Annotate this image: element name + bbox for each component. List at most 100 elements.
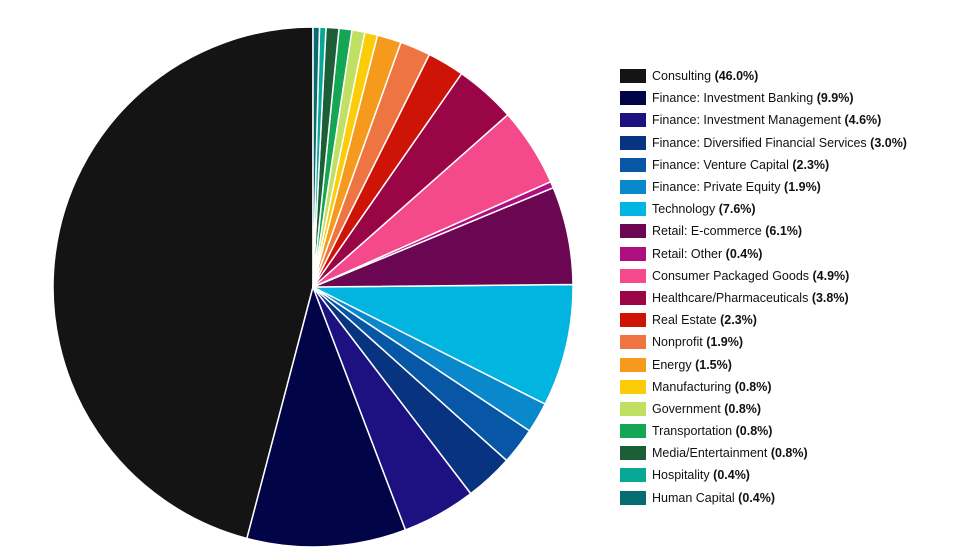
legend-label-name: Transportation	[652, 424, 733, 439]
legend-label-percent: (0.8%)	[770, 446, 808, 461]
legend-swatch	[620, 335, 646, 350]
legend-label: Consulting (46.0%)	[652, 69, 758, 83]
legend-label-percent: (2.3%)	[792, 157, 830, 172]
legend-swatch	[620, 135, 646, 150]
legend-swatch	[620, 180, 646, 195]
legend-label-percent: (0.8%)	[734, 379, 772, 394]
legend-item: Hospitality (0.4%)	[620, 464, 907, 486]
legend-label-name: Retail: E-commerce	[652, 224, 762, 239]
legend-label-percent: (7.6%)	[718, 202, 756, 217]
legend-label-name: Finance: Diversified Financial Services	[652, 135, 867, 150]
legend-label-percent: (1.9%)	[706, 335, 744, 350]
legend-label-percent: (3.8%)	[811, 290, 849, 305]
legend-item: Retail: E-commerce (6.1%)	[620, 220, 907, 242]
legend-label-name: Human Capital	[652, 490, 735, 505]
legend-label-percent: (0.4%)	[738, 490, 775, 505]
legend: Consulting (46.0%) Finance: Investment Ba…	[620, 65, 907, 509]
legend-label: Finance: Venture Capital (2.3%)	[652, 158, 829, 172]
legend-label-percent: (4.9%)	[812, 268, 850, 283]
legend-swatch	[620, 446, 646, 461]
legend-label-name: Government	[652, 401, 721, 416]
legend-label-name: Finance: Investment Banking	[652, 91, 814, 106]
legend-swatch	[620, 224, 646, 239]
legend-item: Consumer Packaged Goods (4.9%)	[620, 265, 907, 287]
legend-label-name: Media/Entertainment	[652, 446, 768, 461]
legend-swatch	[620, 246, 646, 261]
legend-label: Consumer Packaged Goods (4.9%)	[652, 269, 849, 283]
legend-item: Nonprofit (1.9%)	[620, 331, 907, 353]
legend-label: Nonprofit (1.9%)	[652, 335, 743, 349]
legend-swatch	[620, 69, 646, 84]
legend-item: Media/Entertainment (0.8%)	[620, 442, 907, 464]
legend-label: Transportation (0.8%)	[652, 424, 772, 438]
legend-label: Finance: Private Equity (1.9%)	[652, 180, 821, 194]
legend-label-percent: (1.9%)	[784, 180, 821, 195]
legend-label-percent: (3.0%)	[870, 135, 907, 150]
legend-label-percent: (9.9%)	[816, 91, 854, 106]
pie-slice-consulting	[52, 26, 314, 540]
legend-label: Retail: Other (0.4%)	[652, 247, 762, 261]
legend-item: Finance: Private Equity (1.9%)	[620, 176, 907, 198]
legend-label-percent: (4.6%)	[844, 113, 882, 128]
legend-label: Finance: Investment Banking (9.9%)	[652, 91, 854, 105]
legend-label: Real Estate (2.3%)	[652, 313, 757, 327]
legend-swatch	[620, 424, 646, 439]
legend-label-percent: (0.4%)	[713, 468, 750, 483]
legend-swatch	[620, 113, 646, 128]
legend-item: Finance: Investment Banking (9.9%)	[620, 87, 907, 109]
legend-label-percent: (46.0%)	[714, 69, 759, 84]
legend-label: Manufacturing (0.8%)	[652, 380, 772, 394]
legend-label-percent: (0.8%)	[724, 401, 762, 416]
legend-swatch	[620, 290, 646, 305]
legend-label-name: Retail: Other	[652, 246, 723, 261]
legend-label-name: Finance: Venture Capital	[652, 157, 789, 172]
legend-swatch	[620, 202, 646, 217]
pie-slice-finance-investment-banking	[246, 286, 407, 548]
legend-label-percent: (0.4%)	[725, 246, 763, 261]
legend-label: Retail: E-commerce (6.1%)	[652, 224, 802, 238]
legend-label-percent: (1.5%)	[695, 357, 732, 372]
legend-label: Technology (7.6%)	[652, 202, 756, 216]
legend-label-name: Technology	[652, 202, 716, 217]
legend-item: Technology (7.6%)	[620, 198, 907, 220]
legend-label-name: Consumer Packaged Goods	[652, 268, 810, 283]
legend-swatch	[620, 268, 646, 283]
legend-label: Hospitality (0.4%)	[652, 468, 750, 482]
legend-label: Human Capital (0.4%)	[652, 491, 775, 505]
legend-label-name: Real Estate	[652, 313, 717, 328]
legend-item: Finance: Venture Capital (2.3%)	[620, 154, 907, 176]
legend-label: Media/Entertainment (0.8%)	[652, 446, 808, 460]
legend-label: Finance: Diversified Financial Services …	[652, 136, 907, 150]
legend-item: Retail: Other (0.4%)	[620, 243, 907, 265]
legend-item: Real Estate (2.3%)	[620, 309, 907, 331]
legend-item: Energy (1.5%)	[620, 353, 907, 375]
legend-label-name: Consulting	[652, 69, 712, 84]
legend-item: Consulting (46.0%)	[620, 65, 907, 87]
legend-swatch	[620, 357, 646, 372]
legend-item: Finance: Investment Management (4.6%)	[620, 109, 907, 131]
pie-slice-technology	[312, 283, 574, 405]
legend-item: Human Capital (0.4%)	[620, 487, 907, 509]
legend-label-name: Finance: Private Equity	[652, 180, 781, 195]
legend-swatch	[620, 468, 646, 483]
legend-label-percent: (2.3%)	[720, 313, 757, 328]
legend-swatch	[620, 379, 646, 394]
legend-label: Energy (1.5%)	[652, 358, 732, 372]
legend-swatch	[620, 401, 646, 416]
legend-label-percent: (0.8%)	[735, 424, 773, 439]
legend-swatch	[620, 313, 646, 328]
legend-item: Government (0.8%)	[620, 398, 907, 420]
pie-plot	[52, 26, 574, 548]
legend-item: Finance: Diversified Financial Services …	[620, 132, 907, 154]
legend-item: Healthcare/Pharmaceuticals (3.8%)	[620, 287, 907, 309]
legend-swatch	[620, 490, 646, 505]
legend-label-name: Healthcare/Pharmaceuticals	[652, 290, 809, 305]
legend-item: Transportation (0.8%)	[620, 420, 907, 442]
legend-swatch	[620, 91, 646, 106]
legend-label-name: Finance: Investment Management	[652, 113, 841, 128]
legend-label-name: Energy	[652, 357, 692, 372]
legend-label: Finance: Investment Management (4.6%)	[652, 113, 881, 127]
legend-label-name: Manufacturing	[652, 379, 732, 394]
legend-label: Healthcare/Pharmaceuticals (3.8%)	[652, 291, 849, 305]
